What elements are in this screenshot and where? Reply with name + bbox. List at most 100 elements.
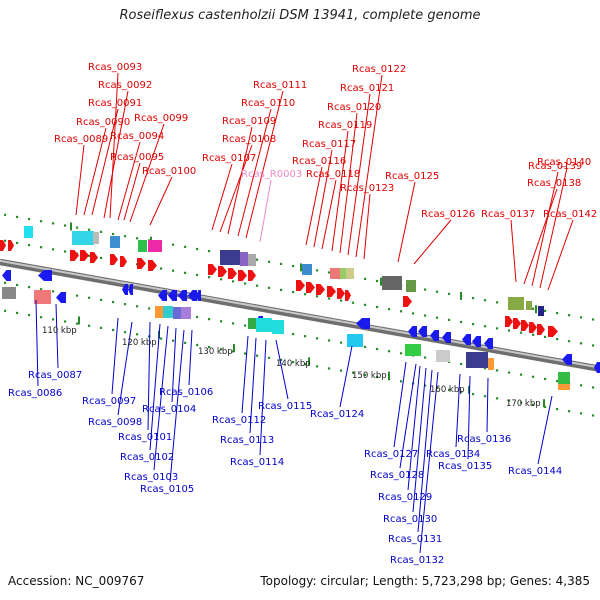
guide-dot (136, 237, 139, 240)
gene-label-forward: Rcas_0109 (222, 116, 276, 127)
guide-dot (16, 311, 19, 315)
guide-dot (88, 324, 91, 327)
reverse-gene-arrow (178, 290, 187, 301)
guide-dot (16, 241, 19, 245)
gene-label-forward: Rcas_0099 (134, 113, 188, 124)
guide-dot (124, 303, 127, 306)
leader-line (339, 112, 358, 254)
gene-label-forward: Rcas_0125 (385, 171, 439, 182)
reverse-gene-box (488, 358, 494, 370)
guide-dot (160, 337, 163, 340)
guide-dot (532, 333, 535, 336)
guide-dot (424, 288, 427, 291)
forward-gene-box (302, 264, 312, 275)
reverse-gene-arrow (562, 354, 572, 365)
guide-dot (256, 258, 259, 261)
guide-dot (580, 316, 583, 319)
guide-dot (16, 215, 19, 219)
gene-label-forward: Rcas_0100 (142, 166, 196, 177)
guide-dot (196, 273, 199, 277)
guide-dot (40, 220, 43, 223)
leader-line (117, 321, 133, 416)
reverse-gene-arrow (56, 292, 66, 303)
leader-line (339, 345, 353, 408)
forward-gene-arrow (537, 324, 545, 335)
forward-gene-arrow (306, 282, 315, 293)
leader-line (123, 162, 141, 221)
guide-dot (328, 271, 331, 274)
guide-dot (460, 362, 463, 366)
guide-dot (520, 331, 523, 334)
guide-dot (148, 307, 151, 310)
guide-dot (4, 309, 7, 312)
guide-dot (544, 335, 547, 339)
gene-label-reverse: Rcas_0136 (457, 434, 511, 445)
scale-label: 140 kbp (276, 359, 311, 369)
gene-label-forward: Rcas_0108 (222, 134, 276, 145)
leader-line (149, 323, 161, 451)
leader-line (539, 167, 568, 289)
major-tick (460, 291, 462, 300)
leader-line (275, 339, 289, 400)
gene-label-forward: Rcas_0120 (327, 102, 381, 113)
guide-dot (52, 290, 55, 293)
leader-line (413, 219, 452, 265)
guide-dot (460, 320, 463, 324)
guide-dot (160, 267, 163, 270)
gene-label-forward: Rcas_R0003 (241, 169, 302, 180)
guide-dot (568, 340, 571, 343)
guide-dot (592, 414, 595, 417)
guide-dot (292, 332, 295, 336)
guide-dot (376, 305, 379, 309)
guide-dot (280, 288, 283, 292)
reverse-gene-arrow (38, 270, 52, 281)
forward-gene-arrow (70, 250, 79, 261)
leader-line (117, 141, 141, 221)
forward-gene-box (538, 306, 544, 316)
guide-dot (220, 348, 223, 351)
guide-dot (412, 312, 415, 315)
guide-dot (544, 309, 547, 313)
gene-label-forward: Rcas_0137 (481, 209, 535, 220)
gene-label-forward: Rcas_0090 (76, 117, 130, 128)
forward-gene-arrow (345, 290, 351, 301)
forward-gene-arrow (296, 280, 305, 291)
guide-dot (64, 224, 67, 227)
gene-label-forward: Rcas_0121 (340, 83, 394, 94)
forward-gene-arrow (137, 258, 146, 269)
gene-label-forward: Rcas_0123 (340, 183, 394, 194)
guide-dot (40, 288, 43, 291)
guide-dot (400, 310, 403, 313)
guide-dot (232, 280, 235, 283)
gene-label-forward: Rcas_0092 (98, 80, 152, 91)
guide-dot (196, 315, 199, 319)
forward-gene-arrow (218, 266, 227, 277)
guide-dot (88, 254, 91, 257)
leader-line (129, 123, 165, 223)
leader-line (510, 219, 517, 283)
guide-dot (100, 298, 103, 301)
leader-line (259, 179, 272, 243)
forward-gene-arrow (248, 270, 256, 281)
gene-label-reverse: Rcas_0132 (390, 555, 444, 566)
guide-dot (364, 277, 367, 280)
guide-dot (556, 311, 559, 315)
gene-label-reverse: Rcas_0127 (364, 449, 418, 460)
guide-dot (184, 245, 187, 248)
guide-dot (4, 281, 7, 284)
guide-dot (184, 271, 187, 274)
forward-gene-box (72, 231, 94, 245)
leader-line (249, 337, 257, 434)
guide-dot (40, 316, 43, 319)
forward-gene-arrow (548, 326, 558, 337)
guide-dot (100, 326, 103, 329)
leader-line (486, 377, 489, 433)
gene-label-forward: Rcas_0110 (241, 98, 295, 109)
reverse-gene-box (163, 306, 173, 318)
guide-dot (124, 331, 127, 334)
gene-label-forward: Rcas_0119 (318, 120, 372, 131)
guide-dot (556, 379, 559, 383)
reverse-gene-arrow (158, 290, 167, 301)
gene-label-forward: Rcas_0117 (302, 139, 356, 150)
guide-dot (316, 337, 319, 340)
